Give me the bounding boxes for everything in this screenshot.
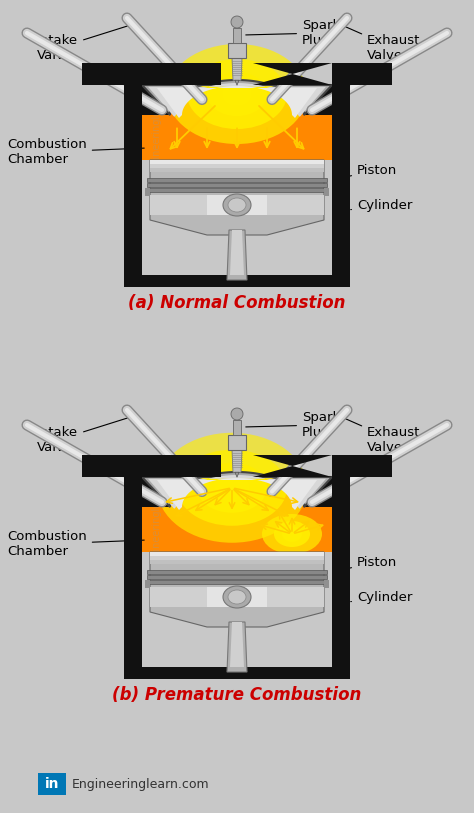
- Text: (b) Premature Combustion: (b) Premature Combustion: [112, 686, 362, 704]
- Text: Cylinder: Cylinder: [351, 590, 412, 603]
- Polygon shape: [145, 580, 150, 588]
- Ellipse shape: [214, 474, 250, 502]
- Text: Intake
Valve: Intake Valve: [37, 24, 134, 62]
- Polygon shape: [332, 477, 350, 667]
- Ellipse shape: [157, 433, 307, 543]
- Ellipse shape: [228, 590, 246, 604]
- Polygon shape: [150, 556, 324, 560]
- Polygon shape: [124, 477, 142, 667]
- Ellipse shape: [228, 198, 246, 212]
- Polygon shape: [82, 63, 142, 85]
- Ellipse shape: [282, 526, 302, 542]
- Polygon shape: [150, 587, 324, 607]
- Text: Cylinder: Cylinder: [351, 198, 412, 211]
- Polygon shape: [235, 80, 239, 85]
- Polygon shape: [228, 43, 246, 58]
- Polygon shape: [124, 85, 142, 275]
- Ellipse shape: [231, 16, 243, 28]
- Ellipse shape: [177, 450, 287, 526]
- Polygon shape: [147, 575, 327, 579]
- Text: Intake
Valve: Intake Valve: [37, 415, 134, 454]
- Ellipse shape: [167, 44, 307, 144]
- Polygon shape: [235, 472, 239, 477]
- Polygon shape: [150, 195, 324, 215]
- Polygon shape: [253, 63, 332, 85]
- Polygon shape: [232, 58, 242, 80]
- Polygon shape: [82, 455, 142, 477]
- Polygon shape: [233, 420, 241, 435]
- Ellipse shape: [207, 72, 267, 116]
- Polygon shape: [304, 85, 332, 115]
- Text: engineeringlearn.com: engineeringlearn.com: [152, 69, 162, 176]
- Polygon shape: [147, 178, 327, 182]
- Polygon shape: [304, 477, 332, 507]
- Polygon shape: [147, 188, 327, 192]
- Polygon shape: [148, 475, 326, 509]
- Polygon shape: [228, 435, 246, 450]
- Polygon shape: [332, 63, 392, 85]
- Polygon shape: [148, 83, 326, 117]
- Polygon shape: [157, 478, 317, 510]
- Text: Piston: Piston: [335, 163, 397, 180]
- Polygon shape: [142, 472, 332, 552]
- Text: (a) Normal Combustion: (a) Normal Combustion: [128, 294, 346, 312]
- Polygon shape: [227, 230, 247, 280]
- Text: in: in: [45, 777, 59, 791]
- Text: Piston: Piston: [335, 555, 397, 572]
- Ellipse shape: [274, 521, 310, 547]
- Polygon shape: [324, 580, 329, 588]
- Polygon shape: [124, 667, 350, 679]
- Polygon shape: [230, 622, 244, 667]
- Polygon shape: [147, 570, 327, 574]
- Polygon shape: [157, 86, 317, 118]
- Polygon shape: [150, 552, 324, 627]
- Polygon shape: [227, 622, 247, 672]
- Polygon shape: [145, 188, 150, 196]
- Polygon shape: [142, 63, 221, 85]
- Polygon shape: [142, 80, 332, 115]
- Polygon shape: [150, 164, 324, 168]
- Text: Exhaust
Valve: Exhaust Valve: [339, 416, 420, 454]
- Polygon shape: [230, 230, 244, 275]
- Polygon shape: [150, 160, 324, 165]
- Ellipse shape: [222, 82, 252, 106]
- Ellipse shape: [231, 408, 243, 420]
- Polygon shape: [142, 85, 170, 115]
- Polygon shape: [324, 188, 329, 196]
- Polygon shape: [147, 183, 327, 187]
- Ellipse shape: [197, 463, 267, 513]
- Polygon shape: [142, 455, 221, 477]
- Ellipse shape: [223, 194, 251, 216]
- Text: engineeringlearn.com: engineeringlearn.com: [152, 461, 162, 568]
- Ellipse shape: [223, 586, 251, 608]
- Polygon shape: [232, 450, 242, 472]
- Text: Spark
Plug: Spark Plug: [246, 411, 340, 439]
- Polygon shape: [150, 552, 324, 557]
- Ellipse shape: [187, 59, 287, 129]
- Polygon shape: [207, 195, 267, 215]
- Polygon shape: [150, 168, 324, 172]
- Polygon shape: [147, 580, 327, 584]
- Polygon shape: [332, 85, 350, 275]
- Ellipse shape: [262, 514, 322, 554]
- Polygon shape: [124, 275, 350, 287]
- Text: Spark
Plug: Spark Plug: [246, 19, 340, 47]
- Text: Exhaust
Valve: Exhaust Valve: [339, 24, 420, 62]
- Polygon shape: [332, 455, 392, 477]
- Polygon shape: [38, 773, 66, 795]
- Text: Combustion
Chamber: Combustion Chamber: [7, 138, 144, 166]
- Polygon shape: [142, 80, 332, 160]
- Polygon shape: [150, 560, 324, 564]
- Polygon shape: [150, 160, 324, 235]
- Polygon shape: [233, 28, 241, 43]
- Polygon shape: [207, 587, 267, 607]
- Text: Combustion
Chamber: Combustion Chamber: [7, 530, 144, 558]
- Polygon shape: [253, 455, 332, 477]
- Polygon shape: [142, 477, 170, 507]
- Polygon shape: [142, 472, 332, 507]
- Text: Engineeringlearn.com: Engineeringlearn.com: [72, 777, 210, 790]
